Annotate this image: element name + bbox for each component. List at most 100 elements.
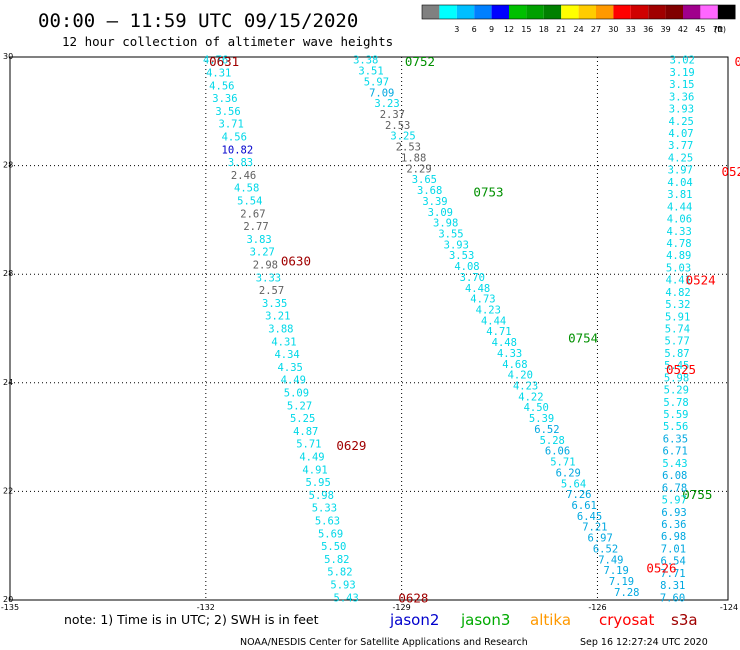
color-scale-legend: 3 6 9 12 15 18 21 24 27 30 33 36 39 42 45 70: [421, 4, 736, 34]
wave-height-value: 3.39: [422, 196, 447, 208]
wave-height-value: 7.49: [598, 554, 623, 566]
wave-height-value: 3.81: [667, 189, 692, 201]
color-scale-swatch: [630, 5, 649, 19]
wave-height-value: 4.91: [302, 464, 327, 476]
wave-height-value: 4.23: [476, 304, 501, 316]
wave-height-value: 5.32: [665, 299, 690, 311]
wave-height-value: 3.83: [228, 157, 253, 169]
pass-time-label: 0524: [721, 164, 740, 179]
pass-time-label: 0631: [209, 54, 239, 69]
color-scale-swatch: [613, 5, 631, 19]
wave-height-value: 4.87: [293, 426, 318, 438]
color-scale-border: [421, 4, 736, 20]
pass-time-label: 0753: [473, 185, 503, 200]
wave-height-value: 5.33: [312, 503, 337, 515]
wave-height-value: 3.56: [215, 106, 240, 118]
wave-height-value: 10.82: [222, 144, 254, 156]
wave-height-value: 4.73: [470, 294, 495, 306]
color-scale-label: 33: [626, 25, 636, 34]
wave-height-value: 5.09: [284, 387, 309, 399]
satellite-legend-altika: altika: [530, 611, 571, 629]
wave-height-value: 4.33: [667, 226, 692, 238]
wave-height-value: 7.19: [604, 565, 629, 577]
wave-height-value: 5.87: [664, 348, 689, 360]
color-scale-label: 12: [504, 25, 514, 34]
satellite-legend-jason2: jason2: [389, 611, 439, 629]
wave-height-value: 6.61: [572, 500, 597, 512]
wave-height-value: 4.50: [524, 402, 549, 414]
y-tick-label: 28: [3, 269, 13, 278]
wave-height-value: 5.77: [665, 336, 690, 348]
wave-height-value: 4.07: [668, 128, 693, 140]
wave-height-value: 4.48: [465, 283, 490, 295]
wave-height-value: 6.45: [577, 511, 602, 523]
color-scale-label: 15: [521, 25, 531, 34]
wave-height-value: 4.76: [203, 55, 228, 67]
wave-height-value: 6.97: [588, 533, 613, 545]
color-scale-label: 18: [539, 25, 549, 34]
wave-height-value: 5.64: [561, 478, 586, 490]
wave-height-value: 6.52: [593, 543, 618, 555]
wave-height-value: 4.06: [667, 214, 692, 226]
color-scale-swatch: [578, 5, 596, 19]
wave-height-value: 5.54: [237, 196, 262, 208]
wave-height-value: 4.25: [668, 152, 693, 164]
wave-height-value: 7.01: [661, 543, 686, 555]
color-scale-swatch: [474, 5, 492, 19]
wave-height-value: 6.78: [662, 482, 687, 494]
wave-height-value: 5.69: [318, 528, 343, 540]
wave-height-value: 3.36: [669, 91, 694, 103]
wave-height-value: 4.89: [666, 250, 691, 262]
wave-height-value: 2.53: [385, 120, 410, 132]
wave-height-value: 5.63: [315, 515, 340, 527]
satellite-legend-cryosat: cryosat: [599, 611, 654, 629]
wave-height-value: 5.82: [327, 567, 352, 579]
x-tick-label: -135: [1, 603, 19, 612]
wave-height-value: 6.71: [663, 446, 688, 458]
color-scale-label: 3: [454, 25, 459, 34]
wave-height-value: 4.48: [492, 337, 517, 349]
color-scale-swatch: [491, 5, 509, 19]
wave-height-value: 3.02: [670, 55, 695, 67]
wave-height-value: 5.59: [663, 409, 688, 421]
satellite-legend-s3a: s3a: [671, 611, 698, 629]
altimeter-tracks: 4.764.314.563.363.563.714.5610.823.832.4…: [203, 54, 740, 605]
footer-note: note: 1) Time is in UTC; 2) SWH is in fe…: [64, 612, 319, 627]
color-scale-swatch: [596, 5, 614, 19]
x-tick-label: -129: [393, 603, 411, 612]
color-scale-swatch: [683, 5, 701, 19]
wave-height-value: 3.35: [262, 298, 287, 310]
wave-height-value: 4.23: [513, 381, 538, 393]
color-scale-swatch: [439, 5, 457, 19]
wave-height-value: 3.51: [358, 66, 383, 78]
wave-height-value: 3.38: [353, 55, 378, 67]
wave-height-value: 3.55: [438, 228, 463, 240]
pass-time-label: 0523: [735, 54, 740, 69]
wave-height-value: 5.43: [662, 458, 687, 470]
wave-height-value: 3.25: [390, 131, 415, 143]
color-scale-label: 45: [695, 25, 705, 34]
color-scale-label: 9: [489, 25, 494, 34]
wave-height-value: 7.19: [609, 576, 634, 588]
x-tick-label: -132: [197, 603, 215, 612]
wave-height-value: 5.71: [550, 457, 575, 469]
color-scale-label: 21: [556, 25, 566, 34]
wave-height-value: 6.35: [663, 433, 688, 445]
wave-height-value: 3.88: [268, 324, 293, 336]
wave-height-value: 7.26: [566, 489, 591, 501]
wave-height-value: 5.28: [540, 435, 565, 447]
x-tick-label: -124: [720, 603, 738, 612]
color-scale-swatch: [509, 5, 527, 19]
wave-height-value: 2.67: [240, 208, 265, 220]
color-scale-swatch: [700, 5, 718, 19]
wave-height-value: 5.78: [663, 397, 688, 409]
wave-height-value: 4.08: [454, 261, 479, 273]
wave-height-value: 6.54: [661, 556, 686, 568]
x-tick-label: -126: [588, 603, 606, 612]
pass-time-label: 0754: [568, 331, 598, 346]
wave-height-value: 8.31: [660, 580, 685, 592]
color-scale-swatch: [717, 5, 736, 19]
color-scale-swatch: [526, 5, 544, 19]
